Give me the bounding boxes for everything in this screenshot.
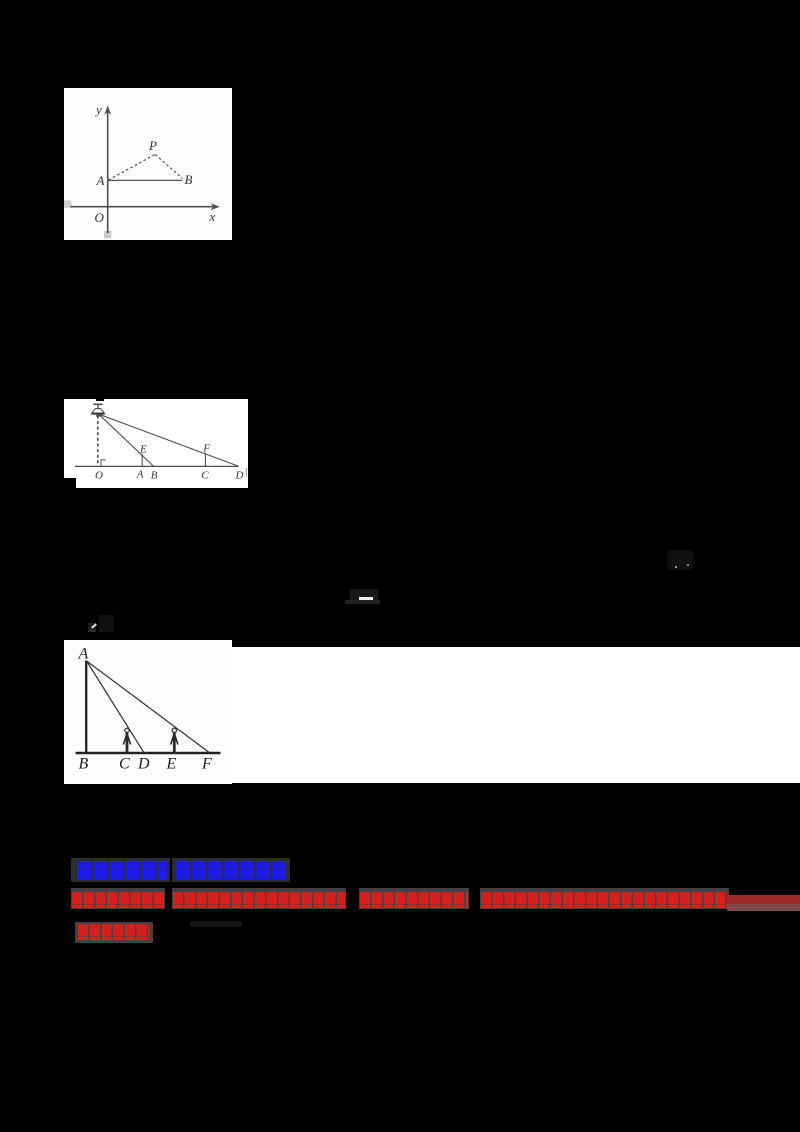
svg-text:O: O — [95, 470, 103, 482]
svg-text:B: B — [185, 172, 193, 187]
svg-text:E: E — [139, 444, 147, 456]
svg-text:B: B — [151, 470, 158, 482]
svg-text:O: O — [95, 210, 105, 225]
svg-text:E: E — [166, 756, 177, 773]
svg-text:F: F — [202, 443, 210, 455]
svg-text:D: D — [137, 756, 150, 773]
svg-text:A: A — [78, 646, 89, 663]
svg-text:F: F — [201, 756, 212, 773]
svg-text:C: C — [119, 756, 130, 773]
svg-text:C: C — [201, 470, 209, 482]
svg-text:D: D — [235, 470, 244, 482]
svg-text:A: A — [136, 469, 144, 481]
svg-text:A: A — [96, 173, 105, 188]
svg-text:B: B — [79, 756, 89, 773]
svg-text:y: y — [94, 102, 102, 117]
svg-text:x: x — [209, 209, 216, 224]
svg-text:P: P — [148, 138, 157, 153]
